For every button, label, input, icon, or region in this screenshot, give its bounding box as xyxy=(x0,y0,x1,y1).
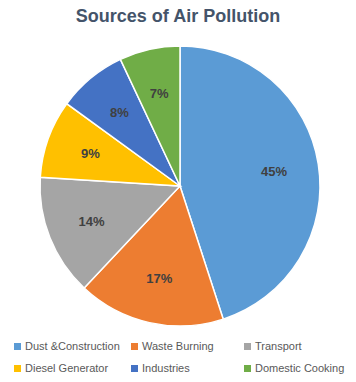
title: Sources of Air Pollution xyxy=(76,6,280,26)
slice xyxy=(40,177,180,288)
legend-item: Waste Burning xyxy=(131,340,214,352)
data-label: 9% xyxy=(81,146,100,161)
legend-swatch xyxy=(131,365,138,372)
data-label: 14% xyxy=(78,214,104,229)
data-label: 7% xyxy=(150,86,169,101)
legend-label: Industries xyxy=(142,362,190,374)
data-label: 17% xyxy=(146,271,172,286)
legend-label: Dust &Construction xyxy=(25,340,120,352)
legend-swatch xyxy=(244,343,251,350)
legend-swatch xyxy=(131,343,138,350)
legend-label: Waste Burning xyxy=(142,340,214,352)
chart: Sources of Air Pollution 45% 17% 14% 9% 8% 7% D… xyxy=(0,0,356,382)
legend: Dust &Construction Waste Burning Transport… xyxy=(14,340,344,374)
legend-item: Domestic Cooking xyxy=(244,362,344,374)
legend-item: Transport xyxy=(244,340,302,352)
slice xyxy=(120,46,180,186)
legend-label: Diesel Generator xyxy=(25,362,108,374)
legend-item: Dust &Construction xyxy=(14,340,120,352)
legend-swatch xyxy=(244,365,251,372)
legend-item: Diesel Generator xyxy=(14,362,108,374)
legend-label: Domestic Cooking xyxy=(255,362,344,374)
pie xyxy=(40,46,320,326)
data-label: 45% xyxy=(261,164,287,179)
legend-swatch xyxy=(14,343,21,350)
legend-item: Industries xyxy=(131,362,190,374)
legend-swatch xyxy=(14,365,21,372)
data-label: 8% xyxy=(110,105,129,120)
data-labels: 45% 17% 14% 9% 8% 7% xyxy=(78,86,287,287)
legend-label: Transport xyxy=(255,340,302,352)
